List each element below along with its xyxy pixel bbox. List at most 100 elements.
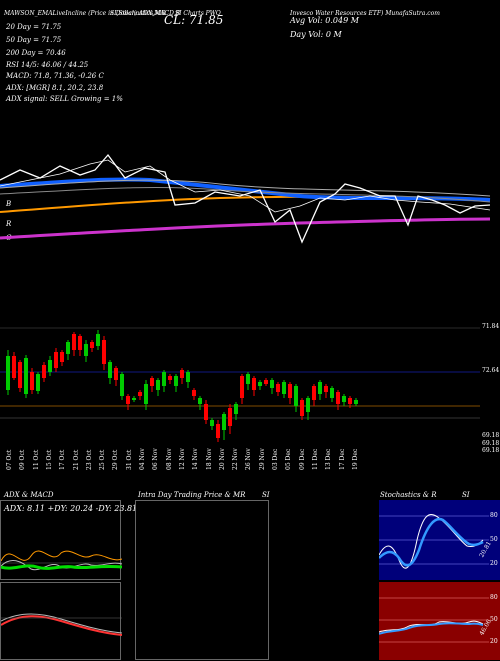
candle-body — [36, 374, 40, 391]
candle-body — [216, 424, 220, 438]
candle-body — [306, 398, 310, 412]
candle-body — [330, 388, 334, 398]
date-label: 11 Oct — [32, 449, 40, 470]
candle-body — [66, 342, 70, 354]
stoch-panel-title: Stochastics & R — [380, 491, 437, 499]
ema-blue-line — [0, 177, 491, 202]
date-label: 14 Nov — [192, 448, 200, 470]
candle-body — [192, 390, 196, 396]
candle-body — [204, 404, 208, 420]
price-axis-low1: 69.18 — [482, 432, 500, 439]
candle-body — [60, 352, 64, 362]
date-label: 09 Oct — [19, 449, 27, 470]
candle-body — [228, 408, 232, 426]
candle-body — [72, 334, 76, 350]
ema200-label: 200 Day = 70.46 — [6, 49, 66, 57]
candlestick-series — [6, 330, 358, 442]
candle-body — [210, 420, 214, 426]
candle-body — [258, 382, 262, 386]
chart-title-right: Invesco Water Resources ETF) MunafaSutra… — [290, 10, 440, 17]
candle-body — [6, 356, 10, 390]
adx-signal-label: ADX signal: SELL Growing = 1% — [6, 95, 123, 103]
candle-body — [198, 398, 202, 404]
date-label: 11 Dec — [311, 448, 319, 470]
candle-body — [300, 400, 304, 416]
close-price-label: CL: 71.85 — [164, 13, 224, 27]
candle-body — [270, 380, 274, 388]
candle-body — [54, 352, 58, 368]
date-label: 07 Oct — [6, 449, 13, 470]
date-label: 29 Nov — [258, 448, 266, 470]
candle-body — [312, 386, 316, 400]
rsi-level-80: 80 — [490, 594, 498, 601]
candle-body — [186, 372, 190, 382]
candle-body — [108, 362, 112, 378]
candle-body — [102, 340, 106, 364]
candle-body — [18, 362, 22, 388]
date-label: 06 Nov — [152, 448, 160, 470]
candle-body — [222, 414, 226, 430]
date-label: 15 Oct — [45, 449, 53, 470]
candle-body — [174, 376, 178, 386]
date-label: 23 Oct — [85, 449, 93, 470]
candle-body — [24, 358, 28, 394]
r-marker: R — [6, 220, 12, 228]
candle-body — [288, 384, 292, 398]
date-label: 22 Nov — [232, 448, 240, 470]
candle-body — [150, 378, 154, 386]
price-axis-top: 71.84 — [482, 323, 500, 330]
date-label: 21 Oct — [72, 449, 80, 470]
candle-body — [42, 365, 46, 378]
macd-panel — [0, 582, 122, 660]
adx-panel-title: ADX & MACD — [4, 491, 54, 499]
candle-body — [246, 374, 250, 384]
date-label: 08 Nov — [165, 448, 173, 470]
ema-gray-line-1 — [0, 179, 491, 197]
intraday-panel-title: Intra Day Trading Price & MR — [138, 491, 246, 499]
date-label: 18 Nov — [205, 448, 213, 470]
candle-body — [114, 368, 118, 380]
rsi-panel: 80 50 20 46.06 — [379, 582, 500, 660]
price-axis-mid: 72.64 — [482, 367, 500, 374]
price-white-line-2 — [0, 159, 491, 213]
ema20-label: 20 Day = 71.75 — [6, 23, 62, 31]
date-label: 12 Nov — [178, 448, 186, 470]
chart-title-mid: SI,Stochastics,MR — [110, 10, 166, 17]
adx-panel: ADX: 8.11 +DY: 20.24 -DY: 23.81 — [0, 500, 137, 580]
candle-body — [336, 392, 340, 404]
candle-body — [324, 386, 328, 392]
date-label: 03 Dec — [272, 448, 279, 470]
price-axis-low3: 69.18 — [482, 447, 500, 454]
candle-body — [354, 400, 358, 404]
candle-body — [120, 374, 124, 396]
adx-label: ADX: [MGR] 8.1, 20.2, 23.8 — [6, 84, 104, 92]
candle-body — [156, 380, 160, 390]
candle-body — [240, 376, 244, 398]
candle-body — [90, 342, 94, 348]
date-label: 26 Nov — [245, 448, 253, 470]
date-label: 09 Dec — [298, 448, 306, 470]
candle-body — [48, 360, 52, 372]
candle-body — [234, 404, 238, 414]
date-label: 20 Nov — [218, 448, 226, 470]
date-label: 19 Dec — [351, 448, 359, 470]
candle-body — [162, 372, 166, 386]
date-label: 17 Dec — [338, 448, 346, 470]
adx-values-label: ADX: 8.11 +DY: 20.24 -DY: 23.81 — [4, 504, 138, 513]
stoch-panel-si: SI — [462, 491, 470, 499]
day-volume-label: Day Vol: 0 M — [290, 30, 342, 39]
candle-body — [294, 386, 298, 406]
price-axis-low2: 69.18 — [482, 440, 500, 447]
candle-body — [342, 396, 346, 402]
candle-body — [252, 378, 256, 390]
rsi-level-50: 50 — [490, 616, 498, 623]
stoch-level-20: 20 — [490, 560, 498, 567]
candle-body — [126, 396, 130, 404]
candle-body — [78, 336, 82, 350]
candle-body — [318, 382, 322, 394]
b-marker: B — [6, 200, 12, 208]
ema-magenta-line — [0, 217, 491, 240]
intraday-panel-si: SI — [262, 491, 270, 499]
stoch-level-50: 50 — [490, 536, 498, 543]
avg-volume-label: Avg Vol: 0.049 M — [290, 16, 359, 25]
